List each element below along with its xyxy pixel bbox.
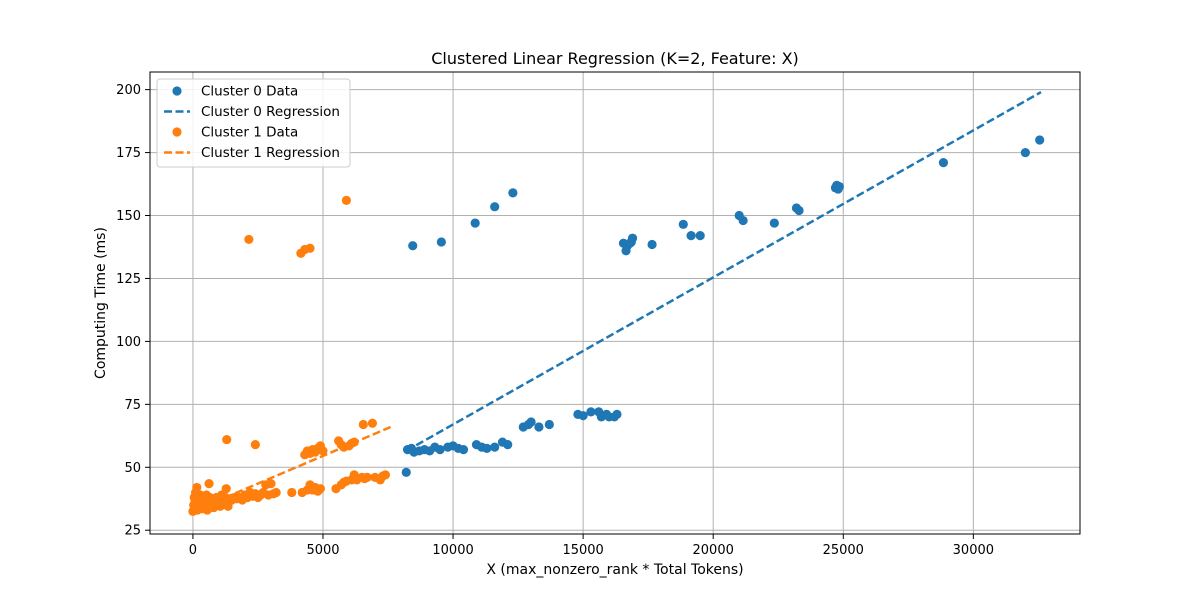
- cluster-0-data-point: [1035, 135, 1045, 145]
- cluster-0-data-point: [578, 411, 588, 421]
- y-axis-label: Computing Time (ms): [93, 227, 109, 379]
- cluster-0-data-point: [458, 445, 469, 455]
- cluster-1-data-point: [222, 434, 232, 445]
- x-tick-label: 15000: [562, 543, 603, 558]
- cluster-1-data-point: [204, 479, 214, 489]
- x-tick-label: 0: [189, 543, 197, 558]
- y-tick-label: 100: [116, 335, 141, 350]
- cluster-0-data-point: [738, 215, 748, 226]
- cluster-1-data-point: [315, 484, 325, 494]
- cluster-0-data-point: [794, 205, 804, 216]
- cluster-0-data-point: [678, 219, 688, 229]
- cluster-0-data-point: [833, 184, 843, 194]
- legend-box: [156, 78, 351, 168]
- y-tick-label: 50: [124, 461, 141, 476]
- chart-title: Clustered Linear Regression (K=2, Featur…: [431, 49, 799, 68]
- cluster-1-data-point: [341, 195, 352, 206]
- cluster-1-data-point: [380, 470, 391, 480]
- cluster-0-data-point: [408, 241, 418, 251]
- cluster-0-data-point: [586, 407, 596, 417]
- cluster-0-regression-line: [405, 91, 1042, 453]
- cluster-1-data-point: [244, 234, 254, 245]
- cluster-0-data-point: [470, 218, 480, 228]
- grid: [150, 72, 1080, 534]
- cluster-1-data-point: [271, 487, 281, 498]
- y-tick-label: 25: [124, 524, 141, 539]
- y-tick-label: 75: [124, 398, 141, 413]
- cluster-1-data-point: [367, 418, 378, 428]
- cluster-0-data-point: [1020, 147, 1030, 158]
- x-tick-label: 30000: [953, 543, 994, 558]
- cluster-0-data-point: [612, 409, 622, 420]
- cluster-1-data-point: [287, 487, 297, 498]
- x-tick-label: 25000: [823, 543, 864, 558]
- y-tick-label: 125: [116, 272, 141, 287]
- legend-label: Cluster 1 Data: [201, 125, 298, 141]
- cluster-1-data-point: [358, 419, 368, 430]
- cluster-0-data-point: [647, 239, 657, 250]
- cluster-1-regression-line: [192, 425, 392, 513]
- cluster-0-data-point: [435, 445, 445, 455]
- cluster-0-data-point: [503, 440, 513, 450]
- cluster-1-data-point: [192, 482, 202, 493]
- cluster-1-data-point: [362, 472, 372, 482]
- x-axis-label: X (max_nonzero_rank * Total Tokens): [486, 562, 743, 578]
- cluster-0-data-point: [686, 231, 696, 241]
- cluster-0-data-point: [401, 467, 411, 477]
- cluster-1-data-point: [250, 440, 260, 450]
- legend-marker: [172, 127, 182, 137]
- cluster-0-data-point: [436, 237, 446, 247]
- cluster-0-data-point: [490, 442, 500, 452]
- cluster-0-data-point: [695, 231, 705, 241]
- legend-marker: [172, 86, 182, 96]
- cluster-0-data-point: [938, 158, 949, 168]
- x-tick-label: 20000: [693, 543, 734, 558]
- cluster-0-data-point: [490, 202, 500, 212]
- cluster-0-data-point: [769, 218, 779, 228]
- y-tick-label: 175: [116, 146, 141, 161]
- legend-label: Cluster 1 Regression: [201, 145, 340, 161]
- legend-label: Cluster 0 Data: [201, 84, 298, 100]
- cluster-0-data-point: [482, 443, 492, 453]
- cluster-1-data-point: [318, 446, 328, 456]
- cluster-1-data-point: [221, 484, 231, 494]
- cluster-0-data-point: [626, 237, 636, 247]
- cluster-0-data-point: [508, 188, 518, 198]
- y-tick-label: 150: [116, 209, 141, 224]
- legend: Cluster 0 Data Cluster 0 Regression Cluste…: [156, 78, 351, 168]
- cluster-1-data-point: [305, 243, 315, 253]
- y-tick-label: 200: [116, 83, 141, 98]
- plot-frame: [149, 71, 1081, 535]
- cluster-0-data-point: [526, 417, 536, 427]
- legend-label: Cluster 0 Regression: [201, 104, 340, 120]
- x-tick-label: 5000: [306, 543, 339, 558]
- cluster-1-data-point: [266, 479, 276, 489]
- x-tick-label: 10000: [432, 543, 473, 558]
- axis-ticks: 0 5000 10000 15000 20000 25000 30000 25 50 75 100 1…: [116, 83, 994, 558]
- plot-marks: [188, 91, 1045, 516]
- cluster-0-data-point: [544, 419, 554, 430]
- cluster-0-data-point: [534, 422, 544, 432]
